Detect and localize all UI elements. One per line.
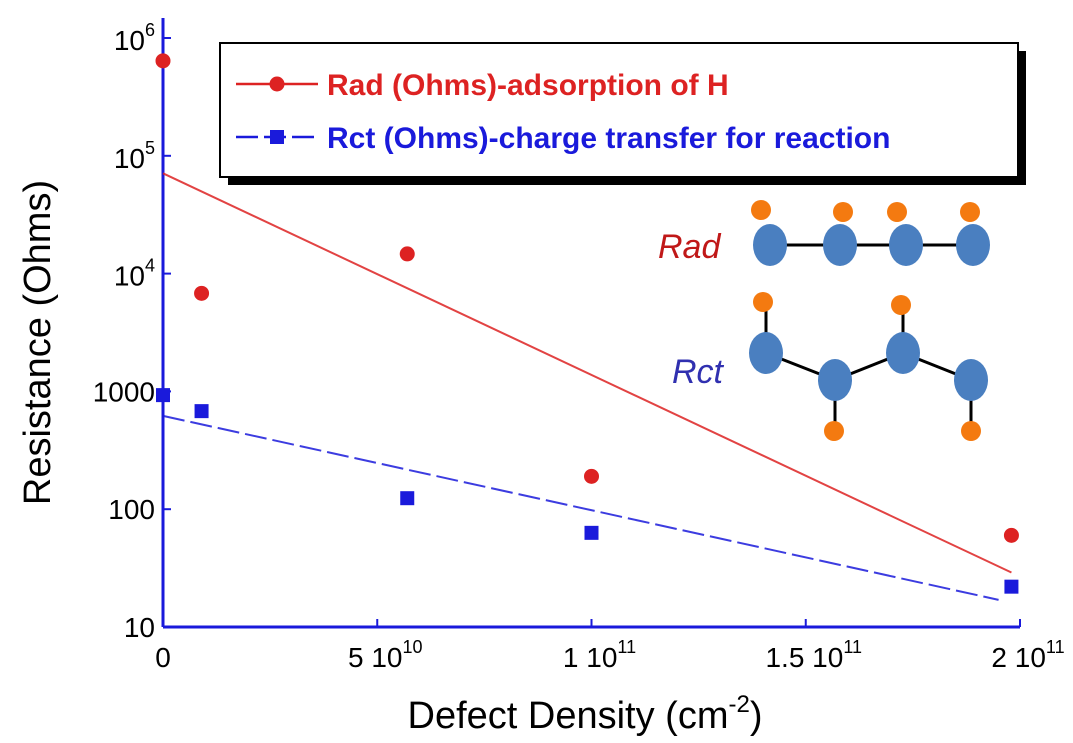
tick-label-base: 2 10	[991, 642, 1046, 673]
legend-box	[219, 42, 1019, 178]
tick-label: 1.5 1011	[765, 637, 862, 673]
tick-label: 104	[114, 256, 155, 292]
tick-label-base: 1 10	[563, 642, 618, 673]
point	[156, 388, 170, 403]
point	[399, 246, 415, 262]
point	[1004, 579, 1019, 594]
tick-label: 10	[124, 612, 155, 643]
x-axis-label: Defect Density (cm-2)	[408, 691, 763, 737]
tick-label-sup: 11	[617, 637, 636, 657]
legend-marker	[269, 76, 285, 92]
tick-label-sup: 6	[145, 20, 155, 40]
inset-diagram: Rad Rct	[658, 200, 990, 441]
legend-label: Rct (Ohms)-charge transfer for reaction	[327, 122, 890, 155]
tick-label: 100	[108, 494, 155, 525]
fit-line	[162, 414, 999, 601]
tick-label: 106	[114, 20, 155, 56]
tick-label-base: 5 10	[348, 642, 403, 673]
tick-label-base: 10	[114, 25, 145, 56]
tick-label-sup: 4	[145, 256, 155, 276]
tick-label-base: 1.5 10	[765, 642, 843, 673]
x-axis-label-tail: )	[750, 695, 763, 737]
point	[155, 53, 171, 69]
point	[194, 285, 210, 301]
tick-label: 2 1011	[991, 637, 1064, 673]
tick-label-sup: 5	[145, 138, 155, 158]
tick-label: 1000	[93, 376, 155, 407]
point	[400, 491, 415, 506]
tick-label: 0	[155, 642, 171, 673]
tick-label-sup: 10	[402, 637, 422, 657]
tick-label: 105	[114, 138, 155, 174]
point	[584, 525, 599, 540]
legend-label: Rad (Ohms)-adsorption of H	[327, 69, 729, 102]
inset-label: Rct	[672, 353, 725, 391]
tick-label: 1 1011	[563, 637, 636, 673]
point	[194, 404, 209, 419]
tick-label-base: 10	[114, 261, 145, 292]
point	[584, 468, 599, 484]
tick-label-base: 10	[114, 143, 145, 174]
tick-label-sup: 11	[843, 637, 862, 657]
y-axis-label: Resistance (Ohms)	[17, 180, 59, 505]
legend-marker	[270, 130, 284, 144]
tick-label: 5 1010	[348, 637, 423, 673]
tick-label-sup: 11	[1046, 637, 1065, 657]
point	[1003, 527, 1019, 543]
fit-line	[162, 172, 1012, 574]
x-axis-label-text: Defect Density (cm	[408, 695, 729, 737]
x-axis-label-sup: -2	[728, 691, 749, 718]
inset-label: Rad	[658, 228, 721, 266]
legend: Rad (Ohms)-adsorption of H Rct (Ohms)-cha…	[219, 42, 1026, 185]
